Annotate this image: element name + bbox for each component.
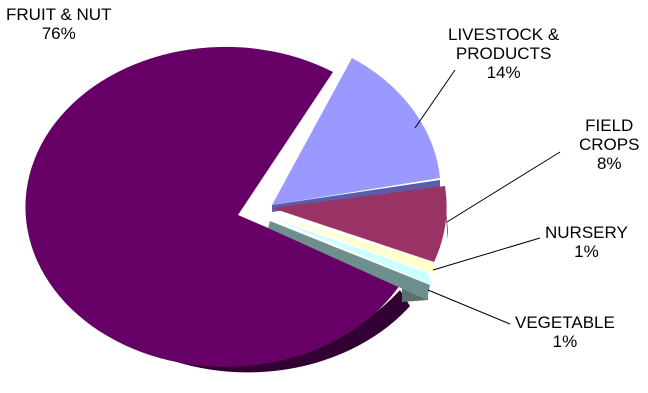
leader-line-vegetable (427, 289, 511, 325)
label-field-crops: FIELD CROPS 8% (579, 116, 639, 173)
label-fruit-nut: FRUIT & NUT 76% (6, 5, 111, 43)
label-field-crops-name-line1: FIELD (585, 116, 634, 135)
slice-field-crops (272, 186, 447, 262)
leader-line-field-crops (446, 151, 561, 223)
label-vegetable-name: VEGETABLE (515, 313, 615, 332)
slice-nursery (272, 215, 437, 275)
label-nursery-value: 1% (574, 242, 599, 261)
label-vegetable: VEGETABLE 1% (515, 313, 615, 351)
label-nursery: NURSERY 1% (545, 223, 628, 261)
slice-fruit-nut (25, 46, 401, 367)
label-livestock-name-line1: LIVESTOCK & (448, 25, 560, 44)
label-field-crops-value: 8% (596, 154, 622, 173)
label-vegetable-value: 1% (552, 332, 578, 351)
slice-vegetable-side (268, 221, 430, 300)
leader-line-livestock (414, 69, 456, 129)
label-livestock-name-line2: PRODUCTS (455, 44, 552, 63)
slice-vegetable (272, 218, 432, 285)
label-field-crops-name-line2: CROPS (579, 135, 640, 154)
label-fruit-nut-name: FRUIT & NUT (6, 5, 112, 24)
label-nursery-name: NURSERY (545, 223, 628, 242)
label-livestock-products: LIVESTOCK & PRODUCTS 14% (448, 25, 559, 82)
label-fruit-nut-value: 76% (41, 24, 76, 43)
label-livestock-value: 14% (486, 63, 521, 82)
slice-livestock-products (272, 58, 440, 205)
leader-line-nursery (432, 237, 541, 271)
